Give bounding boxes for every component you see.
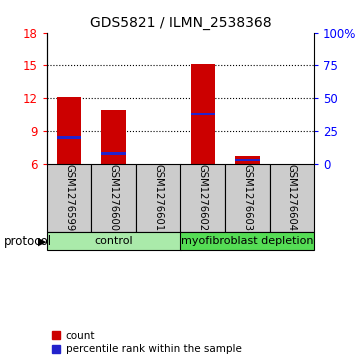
Text: GSM1276600: GSM1276600 bbox=[109, 164, 119, 232]
Text: GSM1276602: GSM1276602 bbox=[198, 164, 208, 232]
Bar bbox=[47, 164, 91, 232]
Bar bbox=[225, 164, 270, 232]
Title: GDS5821 / ILMN_2538368: GDS5821 / ILMN_2538368 bbox=[90, 16, 271, 30]
Text: myofibroblast depletion: myofibroblast depletion bbox=[181, 236, 314, 246]
Bar bbox=[47, 232, 180, 250]
Text: protocol: protocol bbox=[4, 235, 52, 248]
Text: GSM1276601: GSM1276601 bbox=[153, 164, 163, 232]
Text: GSM1276599: GSM1276599 bbox=[64, 164, 74, 232]
Bar bbox=[235, 156, 260, 164]
Bar bbox=[270, 164, 314, 232]
Bar bbox=[57, 97, 82, 164]
Bar bbox=[235, 159, 260, 161]
Bar bbox=[101, 152, 126, 155]
Legend: count, percentile rank within the sample: count, percentile rank within the sample bbox=[52, 331, 242, 354]
Bar bbox=[136, 164, 180, 232]
Bar bbox=[191, 113, 215, 115]
Bar bbox=[180, 232, 314, 250]
Text: GSM1276604: GSM1276604 bbox=[287, 164, 297, 232]
Bar bbox=[180, 164, 225, 232]
Bar bbox=[101, 110, 126, 164]
Bar bbox=[91, 164, 136, 232]
Text: ▶: ▶ bbox=[38, 236, 47, 246]
Text: GSM1276603: GSM1276603 bbox=[242, 164, 252, 232]
Text: control: control bbox=[95, 236, 133, 246]
Bar bbox=[191, 64, 215, 164]
Bar bbox=[57, 136, 82, 139]
